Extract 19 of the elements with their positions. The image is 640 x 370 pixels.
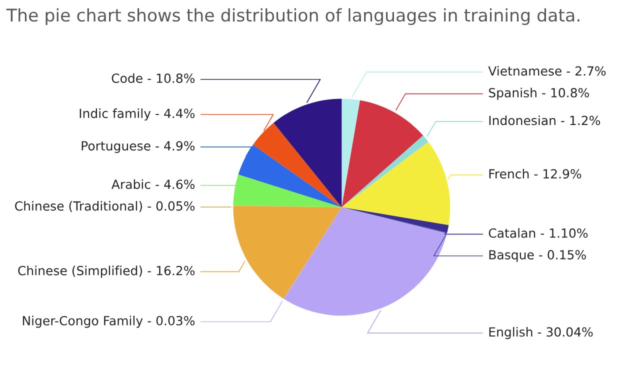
slice-label: Chinese (Traditional) - 0.05% [15,201,195,212]
slice-label: Chinese (Simplified) - 16.2% [18,266,195,278]
slice-label: Spanish - 10.8% [488,88,589,100]
slice-label: Indonesian - 1.2% [489,116,600,126]
slice-label: Code - 10.8% [112,73,195,83]
pie-slice [233,206,342,299]
pie-slice [342,100,424,208]
slice-label: Basque - 0.15% [489,250,586,262]
slice-label: Vietnamese - 2.7% [488,66,606,76]
slice-label: French - 12.9% [489,168,582,179]
slice-label: Catalan - 1.10% [488,228,588,238]
slice-label: Niger-Congo Family - 0.03% [22,316,195,328]
slice-label: Portuguese - 4.9% [82,141,195,154]
pie-slice [342,98,360,208]
slice-label: Indic family - 4.4% [80,108,195,121]
slice-label: English - 30.04% [489,326,593,340]
pie-slice [342,136,428,208]
chart-title: The pie chart shows the distribution of languages in training data. [6,8,580,26]
slice-label: Arabic - 4.6% [112,179,195,190]
